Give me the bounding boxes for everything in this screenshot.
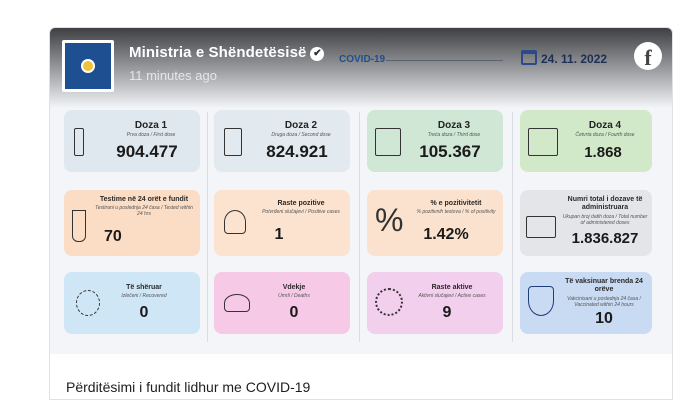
dose-1-value: 904.477 <box>116 142 178 161</box>
total-doses-title: Numri total i dozave të administruara <box>567 196 643 211</box>
total-doses-subtitle: Ukupan broj datih doza / Total number of… <box>562 214 648 226</box>
facebook-post: Doza 1 Prva doza / First dose 904.477 Do… <box>49 27 673 400</box>
dose-1-subtitle: Prva doza / First dose <box>126 132 176 138</box>
positivity-value: 1.42% <box>423 226 469 243</box>
dose-4-card: Doza 4 Četvrta doza / Fourth dose 1.868 <box>520 110 652 172</box>
positive-cases-card: Raste pozitive Potvrđeni slučajevi / Pos… <box>214 190 350 256</box>
total-doses-value: 1.836.827 <box>571 230 639 247</box>
dose-3-title: Doza 3 <box>437 120 471 131</box>
page-name-text[interactable]: Ministria e Shëndetësisë <box>129 44 307 61</box>
certificate-icon <box>526 216 556 238</box>
dose-4-title: Doza 4 <box>588 120 622 131</box>
tests-value: 70 <box>104 228 122 245</box>
dose-2-title: Doza 2 <box>284 120 318 131</box>
recovered-title: Të shëruar <box>126 284 162 291</box>
dose-2-value: 824.921 <box>266 142 328 161</box>
vial-icon <box>74 128 84 156</box>
vials-icon <box>375 128 401 156</box>
post-caption: Përditësimi i fundit lidhur me COVID-19 <box>66 379 311 395</box>
deaths-subtitle: Umrli / Deaths <box>278 293 310 299</box>
tests-subtitle: Testirani u poslednja 24 časa / Tested w… <box>95 205 193 217</box>
dose-1-card: Doza 1 Prva doza / First dose 904.477 <box>64 110 200 172</box>
percent-icon: % <box>375 202 404 238</box>
vaccinated-24h-card: Të vaksinuar brenda 24 orëve Vakcinisani… <box>520 272 652 334</box>
recovered-subtitle: Izlečeni / Recovered <box>121 293 167 299</box>
vials-icon <box>528 128 558 156</box>
page-avatar[interactable] <box>62 40 114 92</box>
covid-tag: COVID-19 <box>339 54 386 65</box>
active-cases-value: 9 <box>442 304 452 321</box>
sun-person-icon <box>76 290 100 316</box>
active-cases-card: Raste aktive Aktivni slučajevi / Active … <box>367 272 503 334</box>
dose-2-subtitle: Druga doza / Second dose <box>271 132 331 138</box>
heartbeat-icon <box>224 294 250 312</box>
crest-icon <box>81 59 95 73</box>
recovered-value: 0 <box>139 304 149 321</box>
positivity-subtitle: % pozitivnih testova / % of positivity <box>416 209 496 215</box>
positive-cases-title: Raste pozitive <box>277 200 325 207</box>
virus-icon <box>375 288 403 316</box>
positivity-card: % % e pozitivitetit % pozitivnih testova… <box>367 190 503 256</box>
vaccinated-24h-value: 10 <box>595 310 613 327</box>
vaccinated-24h-subtitle: Vakcinisani u poslednja 24 časa / Vaccin… <box>567 296 641 308</box>
covid-infographic[interactable]: Doza 1 Prva doza / First dose 904.477 Do… <box>50 28 672 354</box>
vials-icon <box>224 128 242 156</box>
positivity-title: % e pozitivitetit <box>430 200 482 207</box>
shield-virus-icon <box>528 286 554 316</box>
page-name[interactable]: Ministria e Shëndetësisë ✔ <box>129 44 325 61</box>
test-tube-icon <box>72 210 86 242</box>
deaths-title: Vdekje <box>282 284 306 291</box>
tests-title: Testime në 24 orët e fundit <box>99 196 189 203</box>
dose-3-card: Doza 3 Treća doza / Third dose 105.367 <box>367 110 503 172</box>
positive-cases-subtitle: Potvrđeni slučajevi / Positive cases <box>262 209 340 215</box>
dose-1-title: Doza 1 <box>134 120 168 131</box>
dose-4-subtitle: Četvrta doza / Fourth dose <box>575 132 635 138</box>
dose-2-card: Doza 2 Druga doza / Second dose 824.921 <box>214 110 350 172</box>
separator <box>359 112 360 342</box>
divider-line <box>386 60 503 61</box>
header-overlay <box>50 28 672 108</box>
recovered-card: Të shëruar Izlečeni / Recovered 0 <box>64 272 200 334</box>
dose-3-value: 105.367 <box>419 142 481 161</box>
separator <box>207 112 208 342</box>
tests-card: Testime në 24 orët e fundit Testirani u … <box>64 190 200 256</box>
ministry-logo <box>65 43 111 89</box>
total-doses-card: Numri total i dozave të administruara Uk… <box>520 190 652 256</box>
separator <box>512 112 513 342</box>
active-cases-subtitle: Aktivni slučajevi / Active cases <box>418 293 486 299</box>
calendar-icon <box>521 50 537 65</box>
positive-cases-value: 1 <box>274 226 284 243</box>
dose-4-value: 1.868 <box>584 144 622 161</box>
report-date: 24. 11. 2022 <box>541 52 608 66</box>
active-cases-title: Raste aktive <box>431 284 473 291</box>
check-icon: ✔ <box>310 47 325 61</box>
person-icon <box>224 210 246 234</box>
dose-3-subtitle: Treća doza / Third dose <box>427 132 481 138</box>
deaths-card: Vdekje Umrli / Deaths 0 <box>214 272 350 334</box>
vaccinated-24h-title: Të vaksinuar brenda 24 orëve <box>565 278 643 293</box>
deaths-value: 0 <box>289 304 299 321</box>
post-time[interactable]: 11 minutes ago <box>129 68 217 83</box>
facebook-icon[interactable]: f <box>634 42 662 70</box>
